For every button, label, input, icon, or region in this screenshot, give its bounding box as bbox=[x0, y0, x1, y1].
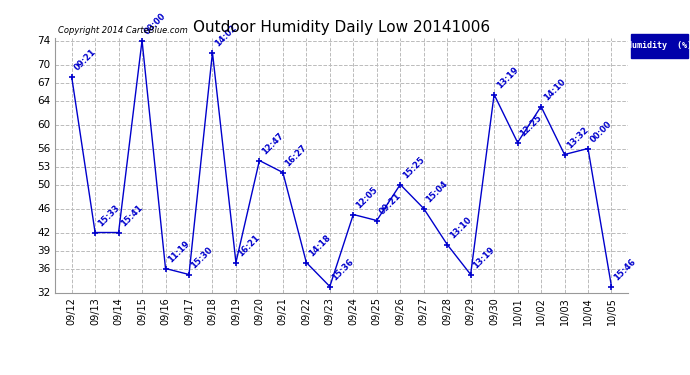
Text: 13:19: 13:19 bbox=[471, 245, 496, 270]
Text: 15:25: 15:25 bbox=[401, 155, 426, 180]
Text: 16:27: 16:27 bbox=[284, 143, 308, 168]
Text: 13:32: 13:32 bbox=[565, 125, 591, 150]
Text: 00:00: 00:00 bbox=[143, 11, 168, 36]
Text: 15:30: 15:30 bbox=[190, 245, 215, 270]
Text: 12:05: 12:05 bbox=[354, 185, 379, 210]
Text: 14:18: 14:18 bbox=[307, 233, 332, 258]
Title: Outdoor Humidity Daily Low 20141006: Outdoor Humidity Daily Low 20141006 bbox=[193, 20, 490, 35]
Text: 15:36: 15:36 bbox=[331, 257, 355, 282]
Text: 15:33: 15:33 bbox=[96, 203, 121, 228]
Text: 14:02: 14:02 bbox=[213, 23, 238, 48]
Text: Humidity  (%): Humidity (%) bbox=[627, 42, 690, 51]
Text: 09:21: 09:21 bbox=[72, 47, 97, 72]
Text: 15:41: 15:41 bbox=[119, 203, 144, 228]
Text: 13:10: 13:10 bbox=[448, 215, 473, 240]
Text: 09:21: 09:21 bbox=[377, 191, 402, 216]
Text: 16:21: 16:21 bbox=[237, 233, 262, 258]
Text: Copyright 2014 CarteBlue.com: Copyright 2014 CarteBlue.com bbox=[58, 26, 188, 35]
Text: 00:00: 00:00 bbox=[589, 119, 613, 144]
Text: 12:25: 12:25 bbox=[518, 113, 544, 138]
Text: 13:19: 13:19 bbox=[495, 65, 520, 90]
Text: 14:10: 14:10 bbox=[542, 77, 567, 102]
Text: 12:47: 12:47 bbox=[260, 131, 285, 156]
Text: 11:19: 11:19 bbox=[166, 239, 191, 264]
Text: 15:04: 15:04 bbox=[424, 179, 450, 204]
Text: 15:46: 15:46 bbox=[612, 257, 638, 282]
